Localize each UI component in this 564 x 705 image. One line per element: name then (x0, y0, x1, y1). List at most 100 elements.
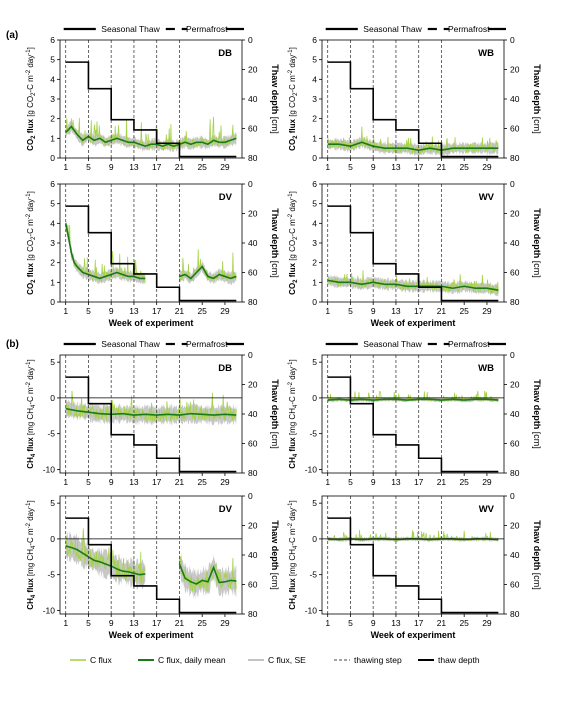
depth-axis-unit: [cm] (270, 432, 280, 449)
y-axis-label-part: -2 (26, 213, 32, 219)
y-tick-label: 0 (50, 297, 55, 307)
y-tick-label: 5 (50, 199, 55, 209)
y-tick-label: -5 (47, 570, 55, 580)
y-tick-label: 5 (312, 357, 317, 367)
x-tick-label: 5 (86, 618, 91, 628)
y-axis-label-part: ] (26, 359, 35, 361)
x-tick-label: 5 (86, 306, 91, 316)
x-tick-label: 1 (63, 477, 68, 487)
depth-axis-label-text: Thaw depth (270, 208, 280, 261)
y-axis-label-part: ] (288, 191, 297, 193)
depth-tick-label: 20 (510, 65, 520, 75)
y-axis-label-part: [g CO (288, 240, 297, 261)
y-axis-label-part: -1 (288, 361, 294, 367)
x-tick-label: 17 (414, 618, 424, 628)
y-axis-label-part: flux (26, 261, 35, 280)
y-tick-label: -10 (305, 605, 318, 615)
legend-label-daily_mean: C flux, daily mean (158, 655, 226, 665)
y-axis-label-part: -C m (26, 387, 35, 405)
x-tick-label: 17 (152, 477, 162, 487)
plot-frame (59, 183, 243, 303)
depth-tick-label: 60 (510, 439, 520, 449)
y-axis-label-part: CO (26, 283, 35, 295)
daily-mean-line (327, 279, 499, 291)
y-axis-label-part: [g CO (26, 240, 35, 261)
y-axis-label-part: -2 (288, 381, 294, 387)
y-tick-label: 0 (312, 153, 317, 163)
depth-tick-label: 40 (248, 94, 258, 104)
y-axis-label-part: 2 (31, 279, 37, 283)
y-axis-label-part: -2 (26, 381, 32, 387)
depth-axis-label: Thaw depth [cm] (270, 520, 280, 590)
depth-tick-label: 80 (510, 609, 520, 619)
x-tick-label: 13 (129, 162, 139, 172)
y-tick-label: 3 (312, 238, 317, 248)
y-axis-label-part: [g CO (288, 96, 297, 117)
y-axis-label: CH4 flux [mg CH4-C m-2 day-1] (26, 359, 37, 468)
c-flux-line (179, 556, 237, 593)
panel-label: WV (479, 504, 495, 515)
phase-label-perm: Permafrost (186, 24, 228, 34)
x-tick-label: 1 (325, 618, 330, 628)
x-tick-label: 29 (482, 477, 492, 487)
thaw-depth-line (327, 517, 499, 614)
x-tick-label: 21 (175, 477, 185, 487)
x-tick-label: 9 (371, 618, 376, 628)
y-axis-label-part: CO (26, 139, 35, 151)
x-tick-label: 13 (129, 306, 139, 316)
y-axis-label-part: -1 (26, 361, 32, 367)
panel-ch4-WB: -10 -5 0 5 0 20 40 60 80 1 5 9 13 17 21 25 29 WB CH4 flux … (288, 339, 542, 487)
x-tick-label: 29 (220, 162, 230, 172)
depth-tick-label: 40 (510, 94, 520, 104)
depth-tick-label: 20 (510, 209, 520, 219)
x-tick-label: 17 (414, 306, 424, 316)
phase-label-thaw: Seasonal Thaw (101, 339, 160, 349)
y-axis-label-part: -C m (288, 528, 297, 546)
daily-mean-line (65, 407, 237, 416)
y-axis-label-part: -1 (288, 193, 294, 199)
phase-label-perm: Permafrost (448, 339, 490, 349)
y-tick-label: 6 (50, 179, 55, 189)
depth-tick-label: 80 (510, 153, 520, 163)
depth-axis-unit: [cm] (270, 261, 280, 278)
panel-label: DB (218, 363, 232, 374)
y-axis-label-part: ] (26, 500, 35, 502)
depth-axis-label: Thaw depth [cm] (270, 64, 280, 134)
x-tick-label: 13 (391, 306, 401, 316)
x-tick-label: 29 (220, 306, 230, 316)
c-flux-line (179, 249, 237, 283)
y-axis-label-part: flux (288, 435, 297, 454)
y-tick-label: 0 (312, 393, 317, 403)
x-tick-label: 9 (109, 477, 114, 487)
depth-axis-label: Thaw depth [cm] (532, 520, 542, 590)
depth-axis-label-text: Thaw depth (270, 64, 280, 117)
y-tick-label: 0 (312, 297, 317, 307)
x-tick-label: 13 (129, 618, 139, 628)
x-tick-label: 21 (437, 477, 447, 487)
y-tick-label: 6 (312, 179, 317, 189)
x-axis-title: Week of experiment (371, 630, 456, 640)
depth-axis-label-text: Thaw depth (270, 520, 280, 573)
y-axis-label-part: 2 (293, 236, 299, 240)
daily-mean-line (64, 223, 146, 280)
depth-tick-label: 0 (248, 179, 253, 189)
y-axis-label: CO2 flux [g CO2-C m-2 day-1] (26, 47, 37, 151)
x-tick-label: 25 (459, 306, 469, 316)
y-axis-label-part: -2 (26, 522, 32, 528)
depth-tick-label: 40 (510, 238, 520, 248)
y-tick-label: 2 (50, 114, 55, 124)
y-axis-label-part: 2 (293, 92, 299, 96)
panel-label: WB (478, 363, 494, 374)
panel-ch4-WV: -10 -5 0 5 0 20 40 60 80 1 5 9 13 17 21 25 29 WV CH4 flux … (288, 491, 542, 640)
plot-frame (321, 354, 505, 474)
y-axis-label: CO2 flux [g CO2-C m-2 day-1] (288, 47, 299, 151)
y-axis-label-part: CH (288, 598, 297, 610)
thaw-depth-line (65, 205, 237, 302)
x-axis-title: Week of experiment (109, 318, 194, 328)
depth-tick-label: 60 (510, 268, 520, 278)
y-axis-label-part: [g CO (26, 96, 35, 117)
y-tick-label: 4 (312, 74, 317, 84)
